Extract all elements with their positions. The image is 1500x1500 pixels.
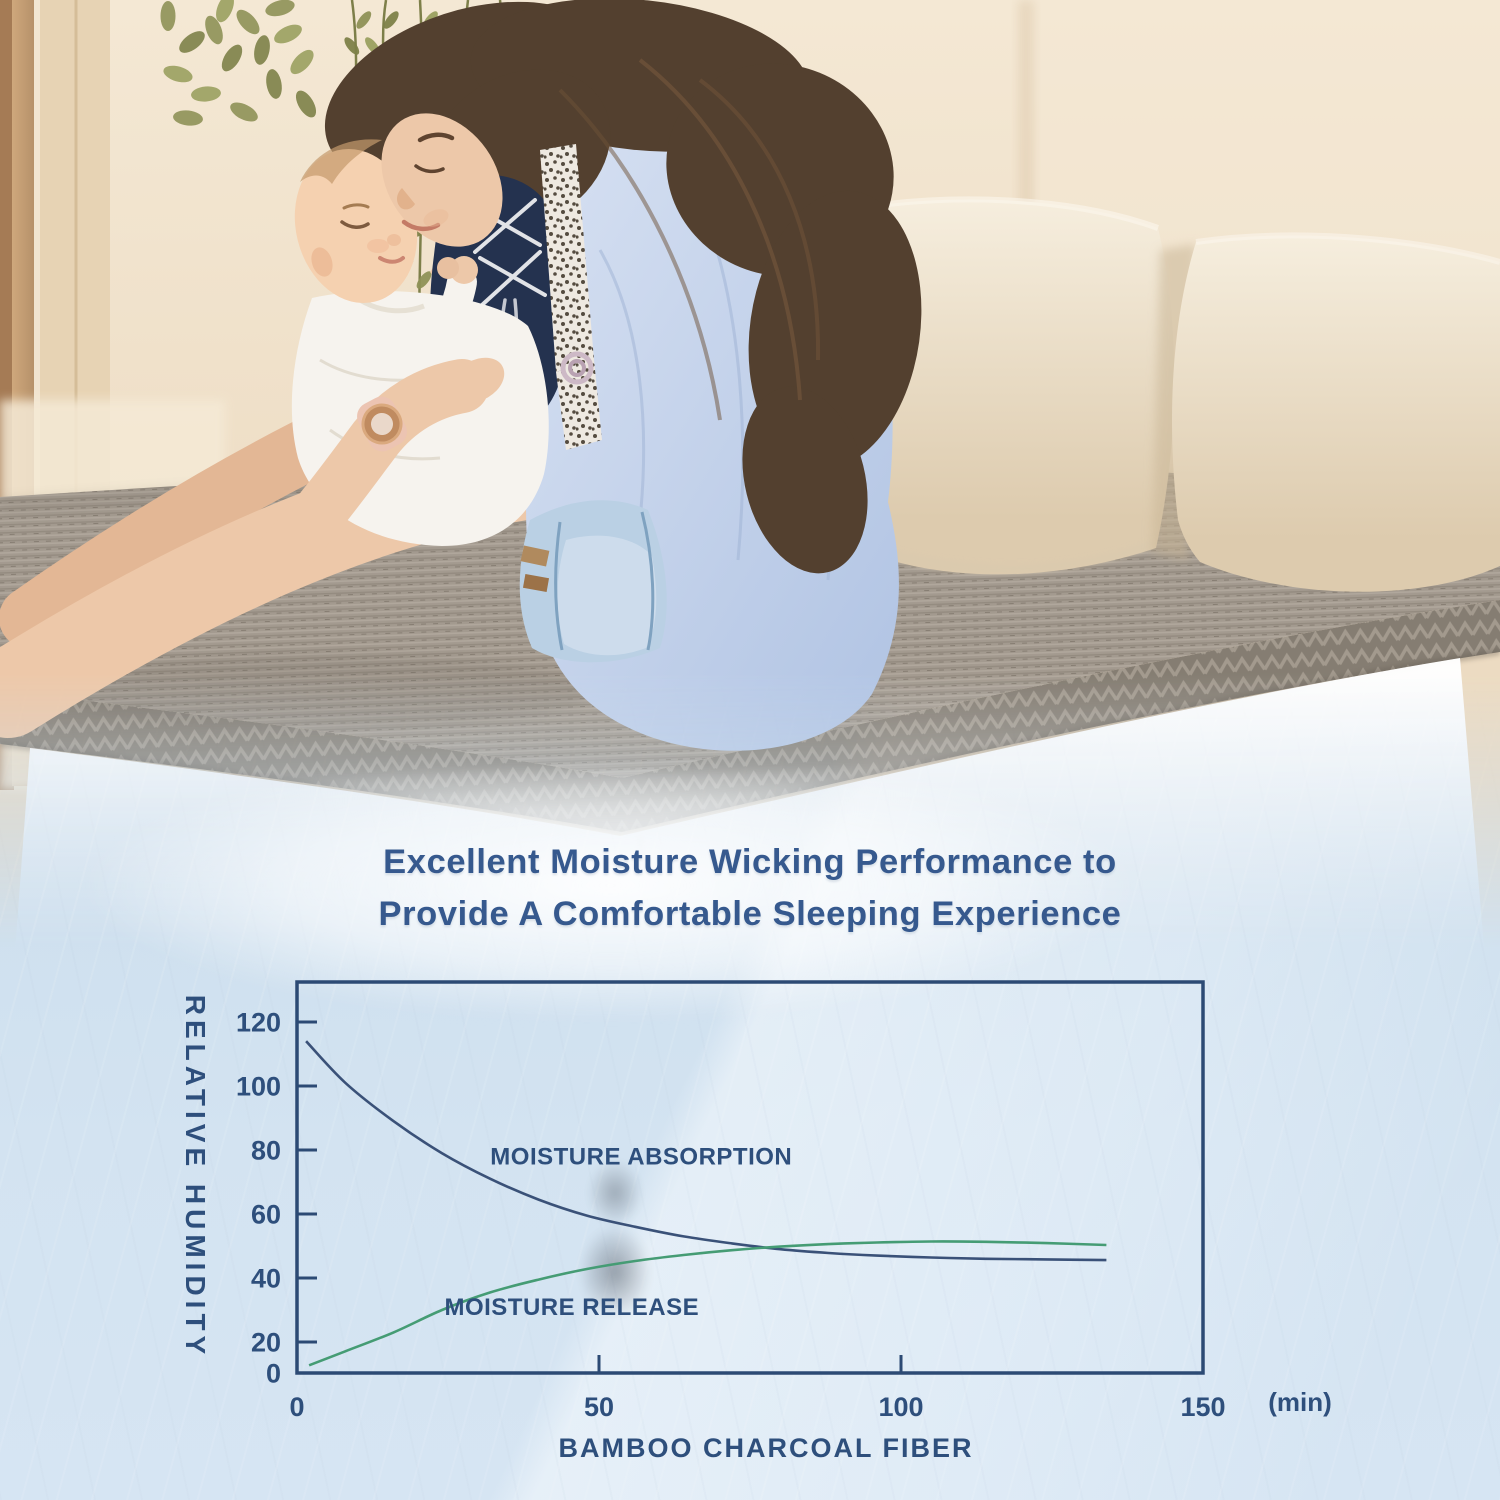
figure-shadow bbox=[50, 654, 590, 730]
leopard-strap bbox=[540, 144, 602, 450]
series-label-1: MOISTURE RELEASE bbox=[444, 1294, 699, 1321]
mother-hair bbox=[324, 0, 922, 574]
series-label-0: MOISTURE ABSORPTION bbox=[490, 1143, 792, 1170]
headline-line-1: Excellent Moisture Wicking Performance t… bbox=[383, 843, 1117, 881]
y-tick-label: 0 bbox=[266, 1359, 281, 1389]
mother-hand bbox=[451, 357, 505, 403]
d-ring bbox=[560, 351, 594, 385]
headline-line-2: Provide A Comfortable Sleeping Experienc… bbox=[378, 895, 1122, 933]
y-tick-label: 40 bbox=[251, 1264, 281, 1294]
headline: Excellent Moisture Wicking Performance t… bbox=[0, 836, 1500, 940]
baby-hair bbox=[300, 139, 382, 184]
x-tick-label: 100 bbox=[878, 1392, 923, 1422]
pillow-right bbox=[1152, 232, 1500, 592]
x-tick-label: 150 bbox=[1180, 1392, 1225, 1422]
x-axis-title: BAMBOO CHARCOAL FIBER bbox=[559, 1433, 974, 1463]
denim-shorts bbox=[519, 500, 667, 663]
baby-ear bbox=[311, 247, 333, 277]
series-curve-1 bbox=[308, 1240, 1107, 1367]
y-tick-label: 100 bbox=[236, 1072, 281, 1102]
y-tick-label: 80 bbox=[251, 1136, 281, 1166]
caster-wheel-shadow bbox=[572, 1158, 658, 1316]
chart-border bbox=[295, 980, 1205, 1375]
series-curve-0 bbox=[305, 1040, 1107, 1262]
bed-base-glow bbox=[30, 770, 1320, 1100]
mother-face bbox=[381, 113, 503, 247]
wrist-watch bbox=[357, 396, 407, 452]
humidity-chart: 0 20 40 60 80 100 120 0 50 100 150 (min) BAMBOO CHAR… bbox=[0, 955, 1500, 1500]
white-laces bbox=[468, 198, 547, 382]
x-tick-label: 0 bbox=[289, 1392, 304, 1422]
x-tick-label: 50 bbox=[584, 1392, 614, 1422]
baby-arm bbox=[415, 267, 477, 375]
mother-and-baby bbox=[0, 0, 922, 751]
baby-face bbox=[340, 203, 405, 264]
y-tick-label: 20 bbox=[251, 1328, 281, 1358]
x-unit-label: (min) bbox=[1268, 1387, 1332, 1417]
y-tick-label: 60 bbox=[251, 1200, 281, 1230]
y-axis-title: RELATIVE HUMIDITY bbox=[180, 995, 211, 1359]
y-tick-label: 120 bbox=[236, 1008, 281, 1038]
mother-forearm bbox=[255, 357, 505, 583]
